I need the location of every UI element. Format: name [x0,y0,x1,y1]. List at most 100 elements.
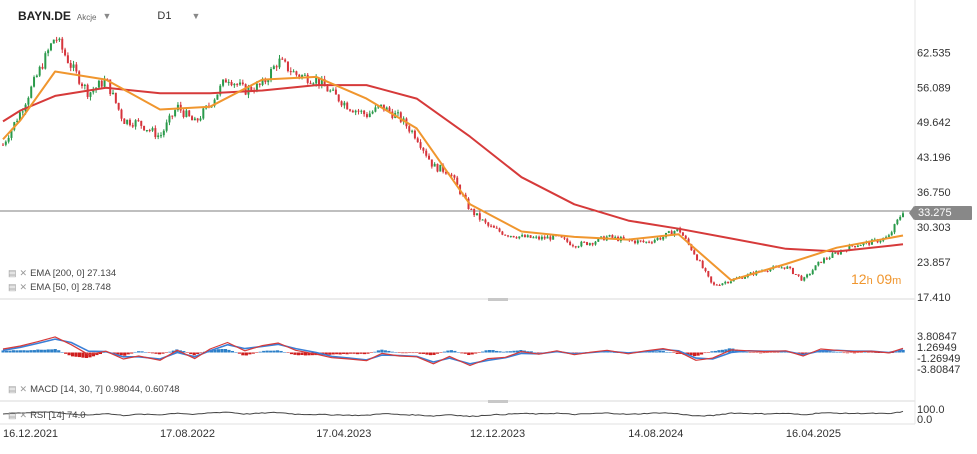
candle-body [351,110,354,113]
panel-resize-handle[interactable] [488,298,508,301]
settings-icon[interactable]: ▤ [8,282,17,292]
candle-body [817,261,820,266]
settings-icon[interactable]: ▤ [8,268,17,278]
candle-body [354,110,357,113]
macd-histogram-bar [67,352,71,356]
macd-histogram-bar [11,350,16,353]
macd-histogram-bar [39,349,43,353]
candle-body [2,144,4,146]
macd-histogram-bar [373,351,377,353]
macd-histogram-bar [529,351,533,353]
macd-histogram-bar [825,351,829,353]
settings-icon[interactable]: ▤ [8,384,17,394]
macd-tick-label: -1.26949 [917,353,960,365]
candle-body [334,89,337,95]
macd-histogram-bar [161,352,165,354]
candle-body [650,242,653,244]
macd-histogram-bar [355,352,360,355]
candle-body [718,285,721,287]
macd-histogram-bar [199,352,203,353]
macd-histogram-bar [32,350,36,353]
candle-body [698,260,701,262]
candle-body [332,89,335,91]
macd-histogram-bar [759,352,763,354]
close-icon[interactable]: ✕ [19,384,28,394]
candle-body [174,110,177,117]
macd-histogram-bar [1,350,5,353]
candle-body [444,171,447,174]
macd-histogram-bar [352,352,356,354]
macd-histogram-bar [154,352,158,354]
macd-histogram-bar [484,350,488,353]
symbol-dropdown-icon[interactable]: ▼ [102,11,112,21]
candle-body [396,112,399,114]
candle-body [131,125,134,127]
symbol-label[interactable]: BAYN.DE [18,9,71,23]
macd-histogram-bar [498,351,502,353]
macd-histogram-bar [470,352,474,355]
candle-body [114,92,117,103]
candle-body [495,227,498,229]
legend-ema200: ▤ ✕ EMA [200, 0] 27.134 [8,268,116,279]
candle-body [30,86,33,98]
macd-histogram-bar [835,352,839,353]
macd-histogram-bar [745,352,749,353]
candle-body [831,253,834,258]
candle-body [893,224,896,233]
macd-histogram-bar [112,352,116,354]
macd-histogram-bar [428,352,433,356]
macd-histogram-bar [508,351,513,353]
candle-body [478,213,481,220]
macd-histogram-bar [74,352,78,357]
candle-body [7,137,10,142]
macd-histogram-bar [60,352,64,353]
candle-body [315,77,318,84]
candle-body [374,107,377,112]
macd-tick-label: 1.26949 [917,342,957,354]
macd-histogram-bar [185,352,189,353]
candle-body [659,237,662,240]
settings-icon[interactable]: ▤ [8,410,17,420]
candle-body [529,235,532,238]
macd-histogram-bar [442,351,447,353]
close-icon[interactable]: ✕ [19,268,28,278]
macd-histogram-bar [435,352,440,354]
macd-histogram-bar [345,352,349,355]
candle-body [811,270,814,275]
macd-histogram-bar [752,352,756,353]
macd-histogram-bar [873,352,877,353]
candle-body [710,276,713,283]
candle-body [721,283,724,286]
macd-histogram-bar [526,351,530,353]
macd-histogram-bar [783,351,787,353]
candle-body [4,141,7,145]
macd-histogram-bar [866,352,870,353]
price-tick-label: 43.196 [917,152,951,164]
macd-histogram-bar [282,352,287,353]
candle-body [498,228,501,232]
candle-body [662,236,665,240]
macd-histogram-bar [724,349,728,353]
panel-resize-handle[interactable] [488,400,508,403]
close-icon[interactable]: ✕ [19,282,28,292]
macd-histogram-bar [891,352,895,353]
candle-body [681,232,684,236]
macd-histogram-bar [324,352,328,355]
interval-dropdown-icon[interactable]: ▼ [191,11,201,21]
macd-histogram-bar [533,352,537,353]
candle-body [890,232,893,236]
candle-body [413,130,416,139]
macd-histogram-bar [289,352,294,355]
candle-body [329,90,332,92]
price-tick-label: 49.642 [917,117,951,129]
candle-body [61,38,64,50]
interval-selector[interactable]: D1 [157,10,172,22]
macd-histogram-bar [220,348,224,353]
macd-histogram-bar [474,352,478,354]
candle-body [16,120,19,123]
countdown-hours-unit: h [866,275,873,287]
candle-body [704,268,707,272]
close-icon[interactable]: ✕ [19,410,28,420]
